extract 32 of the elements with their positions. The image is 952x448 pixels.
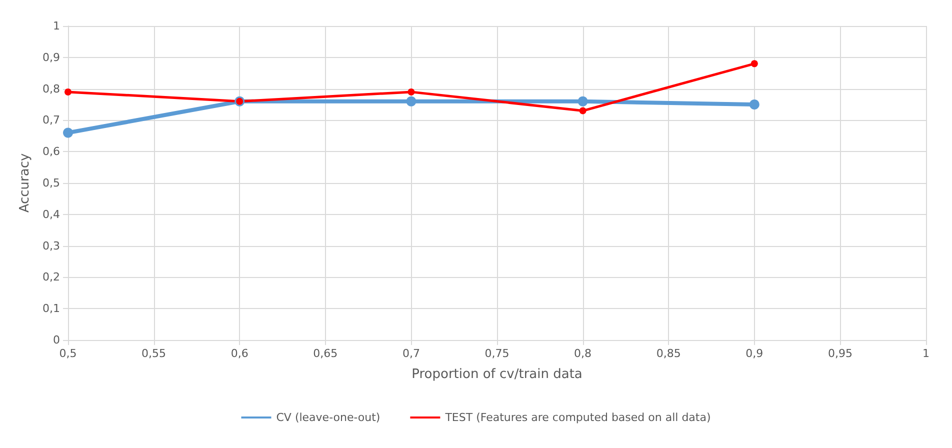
x-tick-label: 0,7 <box>402 347 420 360</box>
y-tick-label: 0,8 <box>42 82 60 96</box>
x-tick-label: 0,85 <box>656 347 681 360</box>
x-tick-label: 0,55 <box>142 347 166 360</box>
y-tick-label: 0,6 <box>42 145 60 158</box>
y-tick-label: 0,1 <box>42 302 60 316</box>
y-tick-label: 0,3 <box>42 239 60 252</box>
y-tick-label: 0,2 <box>42 270 60 284</box>
point <box>408 88 415 96</box>
x-tick-label: 0,95 <box>828 347 852 360</box>
x-tick-label: 0,9 <box>746 347 764 360</box>
x-tick-label: 0,6 <box>230 347 248 360</box>
x-axis-title: Proportion of cv/train data <box>412 367 582 382</box>
legend-label: CV (leave-one-out) <box>276 411 380 424</box>
x-tick-label: 0,8 <box>574 347 592 360</box>
x-tick-label: 1 <box>922 347 930 360</box>
y-axis-title: Accuracy <box>18 153 33 213</box>
x-tick-label: 0,65 <box>313 347 338 360</box>
point <box>578 96 588 106</box>
point <box>63 128 73 138</box>
point <box>750 60 758 68</box>
x-tick-label: 0,75 <box>484 347 510 360</box>
point <box>579 107 586 114</box>
y-tick-label: 1 <box>53 20 60 32</box>
y-tick-label: 0,7 <box>42 114 60 127</box>
y-tick-label: 0,4 <box>42 208 60 221</box>
point <box>406 96 416 106</box>
y-tick-label: 0,9 <box>42 50 60 64</box>
legend-label: TEST (Features are computed based on all data) <box>444 411 711 424</box>
y-tick-label: 0,5 <box>42 176 60 190</box>
point <box>749 100 760 110</box>
y-tick-label: 0 <box>53 334 60 346</box>
